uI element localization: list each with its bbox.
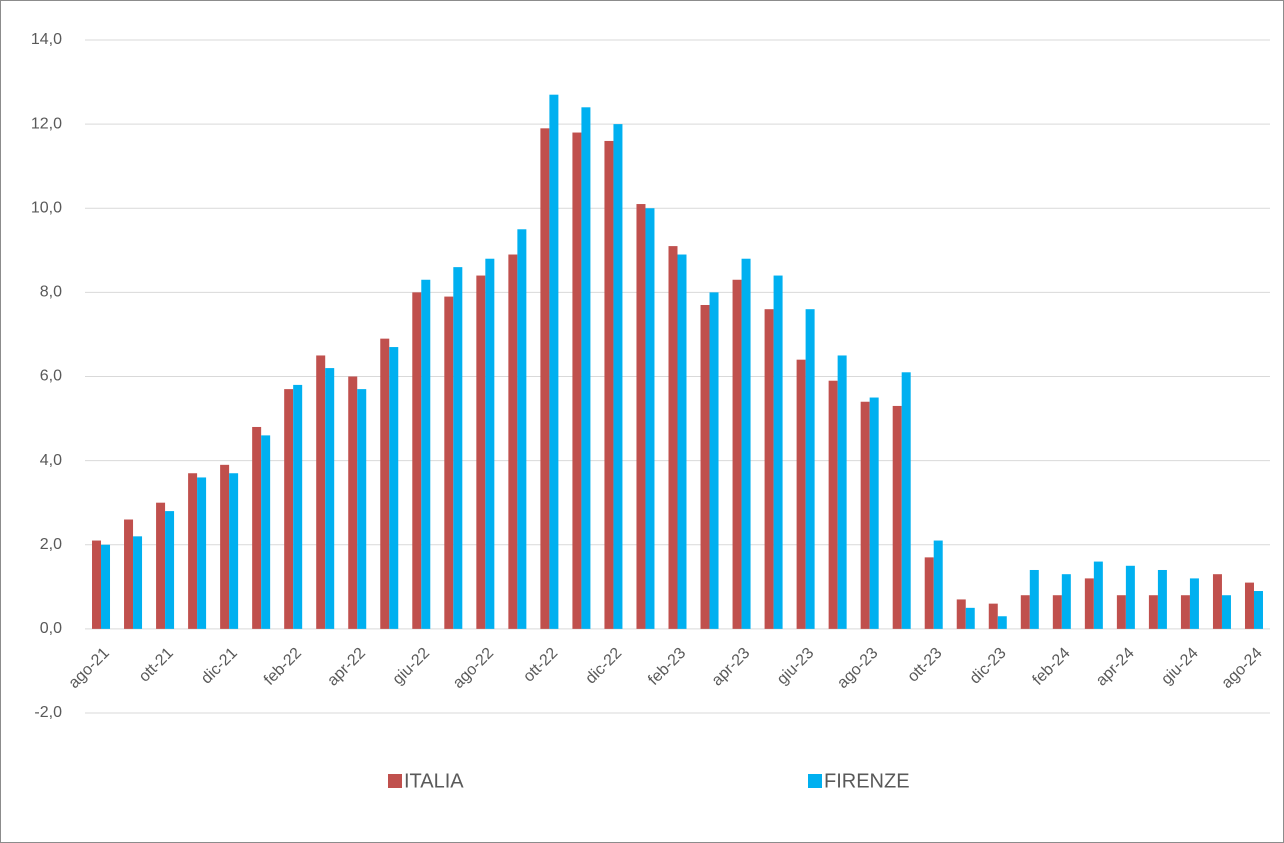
bar [933,540,943,629]
bar [453,267,463,629]
legend-swatch [808,774,822,788]
bar [1116,595,1126,629]
bar [380,338,390,629]
bar [389,347,399,629]
bar [1244,582,1254,629]
bar [956,599,966,629]
bar [261,435,271,629]
bar [901,372,911,629]
bar [700,304,710,629]
bar [229,473,239,629]
y-tick-label: 10,0 [31,199,62,216]
bar [284,389,294,629]
bar [1221,595,1231,629]
bar [645,208,655,629]
y-tick-label: 2,0 [40,536,62,553]
bar [796,359,806,629]
bar [444,296,454,629]
bar [732,279,742,629]
bar [101,544,111,629]
bar [517,229,527,629]
bar [412,292,422,629]
y-tick-label: -2,0 [34,704,62,721]
bar [837,355,847,629]
bar [709,292,719,629]
bar [1084,578,1094,629]
bar [997,616,1007,629]
bar [252,426,262,629]
y-tick-label: 6,0 [40,368,62,385]
bar [764,309,774,629]
bar [1093,561,1103,629]
bar [668,246,678,629]
bar [1020,595,1030,629]
bar [220,464,230,629]
bar [1180,595,1190,629]
bar [604,140,614,629]
bar [636,204,646,629]
bar [485,258,495,629]
bar [869,397,879,629]
bar [1253,591,1263,629]
bar [1148,595,1158,629]
bar [988,603,998,629]
bar [860,401,870,629]
bar [613,124,623,629]
bar [325,368,335,629]
bar [924,557,934,629]
legend-swatch [388,774,402,788]
bar [476,275,486,629]
bar [965,607,975,629]
bar [133,536,143,629]
bar [1052,595,1062,629]
bar [92,540,102,629]
bar [316,355,326,629]
bar [357,389,367,629]
bar [1212,574,1222,629]
bar [293,384,303,629]
bar [1061,574,1071,629]
y-tick-label: 0,0 [40,620,62,637]
bar [540,128,550,629]
bar [1189,578,1199,629]
bar [348,376,358,629]
bar [421,279,431,629]
bar [805,309,815,629]
bar [197,477,207,629]
bar [165,511,175,629]
y-tick-label: 8,0 [40,284,62,301]
bar [1125,565,1135,629]
y-tick-label: 4,0 [40,452,62,469]
bar [773,275,783,629]
y-tick-label: 14,0 [31,31,62,48]
bar [124,519,134,629]
bar [828,380,838,629]
bar [741,258,751,629]
bar [188,473,198,629]
bar [572,132,582,629]
bar [1157,569,1167,629]
legend-label: FIRENZE [824,770,910,792]
bar [549,94,559,629]
legend-label: ITALIA [404,770,464,792]
bar [677,254,687,629]
bar [156,502,166,629]
bar [508,254,518,629]
y-tick-label: 12,0 [31,115,62,132]
bar [1029,569,1039,629]
bar [581,107,591,629]
bar [892,405,902,629]
